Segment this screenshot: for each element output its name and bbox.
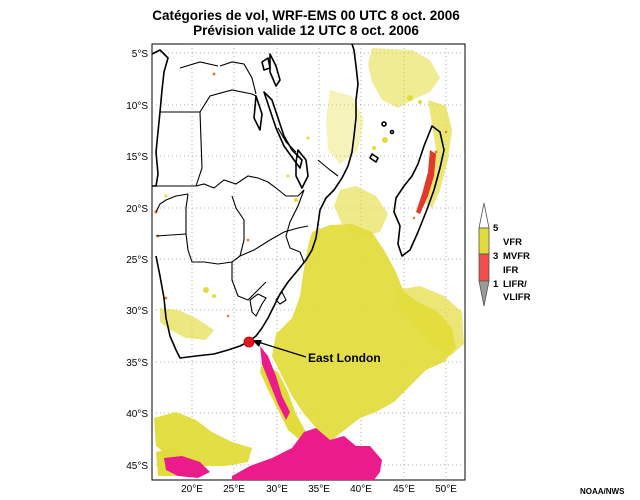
credit-label: NOAA/NWS: [580, 487, 625, 496]
lat-label: 20°S: [126, 204, 148, 215]
annotation-arrowhead: [252, 340, 262, 347]
legend-top-triangle: [478, 202, 490, 229]
lon-label: 20°E: [181, 484, 203, 495]
country-borders: [155, 61, 339, 317]
lon-label: 30°E: [266, 484, 288, 495]
east-london-marker: [243, 336, 255, 348]
legend-level: 5: [493, 223, 499, 234]
lon-label: 35°E: [308, 484, 330, 495]
legend-level: 3: [493, 251, 498, 262]
lon-label: 40°E: [350, 484, 372, 495]
lat-label: 45°S: [126, 461, 148, 472]
madagascar-ifr-streak: [416, 150, 436, 214]
lat-label: 30°S: [126, 306, 148, 317]
lat-label: 35°S: [126, 358, 148, 369]
legend: 5 VFR 3 MVFR IFR 1 LIFR/ VLIFR: [478, 202, 531, 307]
map-title-line2: Prévision valide 12 UTC 8 oct. 2006: [193, 23, 419, 38]
legend-label: VLIFR: [503, 292, 531, 303]
lon-label: 50°E: [435, 484, 457, 495]
legend-vfr-swatch: [478, 227, 490, 255]
map-title-line1: Catégories de vol, WRF-EMS 00 UTC 8 oct.…: [152, 8, 460, 23]
east-london-label: East London: [308, 351, 381, 365]
lifr-areas: [164, 346, 382, 480]
latitude-labels: 5°S 10°S 15°S 20°S 25°S 30°S 35°S 40°S 4…: [126, 49, 148, 472]
lat-label: 25°S: [126, 255, 148, 266]
lat-label: 10°S: [126, 101, 148, 112]
legend-level: 1: [493, 279, 499, 290]
longitude-labels: 20°E 25°E 30°E 35°E 40°E 45°E 50°E: [181, 484, 457, 495]
legend-label: MVFR: [503, 251, 530, 262]
annotation-arrow-line: [257, 341, 307, 358]
legend-ifr-swatch: [478, 253, 490, 282]
lon-label: 25°E: [223, 484, 245, 495]
legend-label: VFR: [503, 237, 522, 248]
lat-label: 15°S: [126, 152, 148, 163]
lon-label: 45°E: [393, 484, 415, 495]
lat-label: 40°S: [126, 409, 148, 420]
legend-label: LIFR/: [503, 279, 527, 290]
legend-lifr-triangle: [478, 280, 490, 307]
ifr-specks: [154, 72, 448, 318]
legend-label: IFR: [503, 265, 518, 276]
lat-label: 5°S: [132, 49, 149, 60]
